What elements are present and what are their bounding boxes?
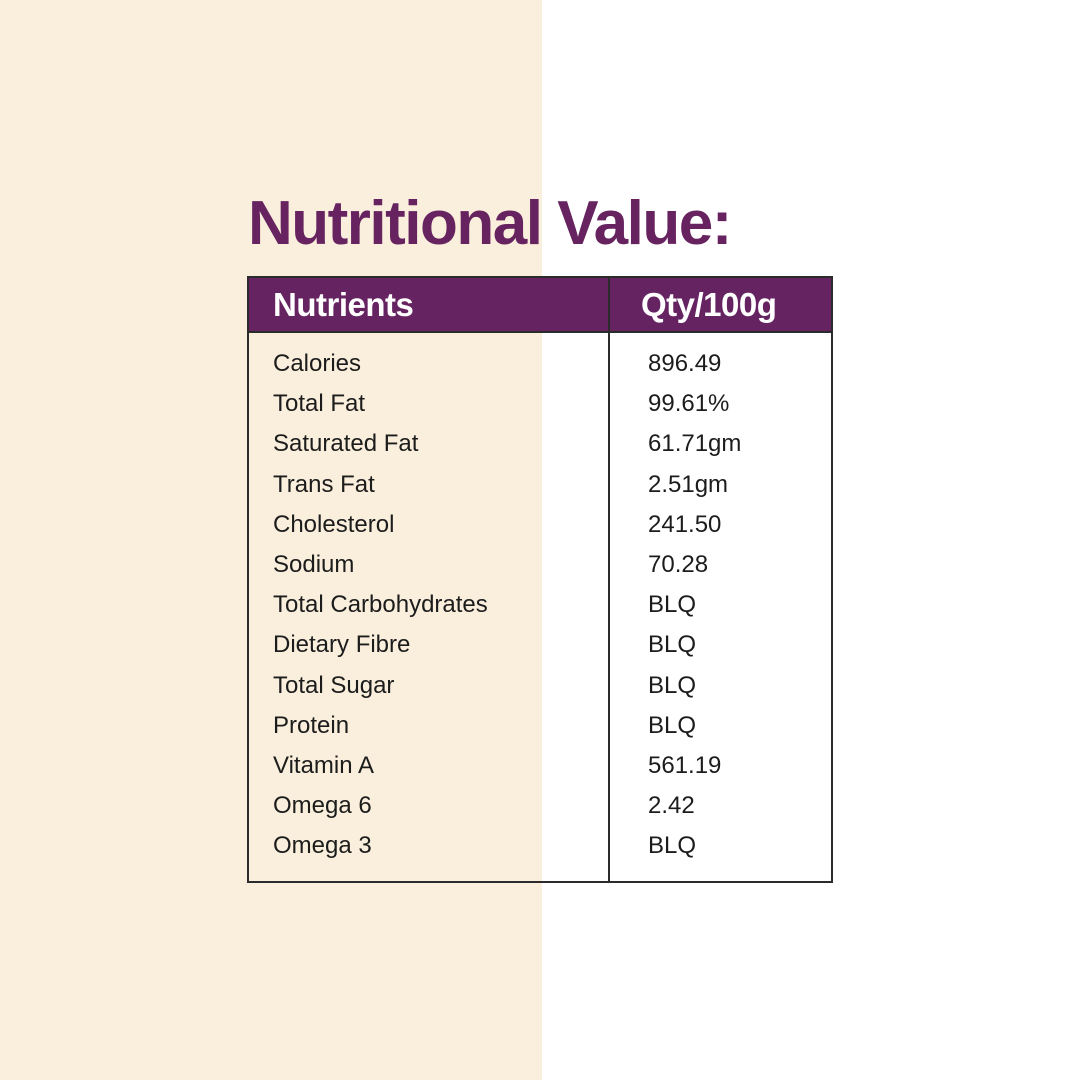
nutrient-quantity: BLQ	[648, 591, 697, 619]
nutrition-table: Nutrients Qty/100g Calories 896.49 Total…	[247, 276, 833, 883]
table-row: Calories 896.49	[249, 344, 831, 384]
nutrient-name: Saturated Fat	[273, 430, 419, 458]
nutrient-quantity: 99.61%	[648, 390, 730, 418]
nutrient-quantity: 561.19	[648, 751, 722, 779]
nutrient-name: Vitamin A	[273, 751, 374, 779]
table-row: Total Fat 99.61%	[249, 384, 831, 424]
table-header: Nutrients Qty/100g	[249, 278, 831, 333]
table-row: Cholesterol 241.50	[249, 505, 831, 545]
nutrient-quantity: 2.51gm	[648, 470, 729, 498]
nutrient-quantity: BLQ	[648, 711, 697, 739]
table-row: Protein BLQ	[249, 706, 831, 746]
nutrient-quantity: 2.42	[648, 792, 695, 820]
nutrient-quantity: 241.50	[648, 510, 722, 538]
table-row: Sodium 70.28	[249, 545, 831, 585]
table-row: Omega 3 BLQ	[249, 826, 831, 866]
nutrient-quantity: BLQ	[648, 671, 697, 699]
nutrient-name: Cholesterol	[273, 510, 395, 538]
nutrient-name: Omega 6	[273, 792, 372, 820]
nutrient-name: Calories	[273, 350, 362, 377]
page-title: Nutritional Value:	[248, 189, 732, 258]
background-panel-left	[0, 0, 542, 1080]
nutrient-name: Total Fat	[273, 390, 366, 418]
nutrient-quantity: 70.28	[648, 550, 709, 578]
table-row: Total Carbohydrates BLQ	[249, 585, 831, 625]
nutrient-name: Total Sugar	[273, 671, 395, 699]
table-row: Trans Fat 2.51gm	[249, 465, 831, 505]
nutrient-name: Total Carbohydrates	[273, 591, 488, 619]
table-row: Total Sugar BLQ	[249, 666, 831, 706]
nutrient-quantity: BLQ	[648, 631, 697, 659]
table-row: Vitamin A 561.19	[249, 746, 831, 786]
nutrient-quantity: 61.71gm	[648, 430, 742, 458]
nutrient-name: Trans Fat	[273, 470, 375, 498]
column-header-nutrients: Nutrients	[273, 286, 414, 323]
table-row: Omega 6 2.42	[249, 786, 831, 826]
nutrient-name: Sodium	[273, 550, 355, 578]
nutrient-name: Dietary Fibre	[273, 631, 411, 659]
table-row: Dietary Fibre BLQ	[249, 625, 831, 665]
table-body: Calories 896.49 Total Fat 99.61% Saturat…	[249, 344, 831, 866]
nutrient-name: Omega 3	[273, 832, 372, 860]
column-divider	[608, 278, 610, 881]
nutrient-quantity: BLQ	[648, 832, 697, 860]
nutrient-quantity: 896.49	[648, 350, 722, 377]
column-header-quantity: Qty/100g	[641, 286, 777, 323]
nutrient-name: Protein	[273, 711, 350, 739]
table-row: Saturated Fat 61.71gm	[249, 424, 831, 464]
